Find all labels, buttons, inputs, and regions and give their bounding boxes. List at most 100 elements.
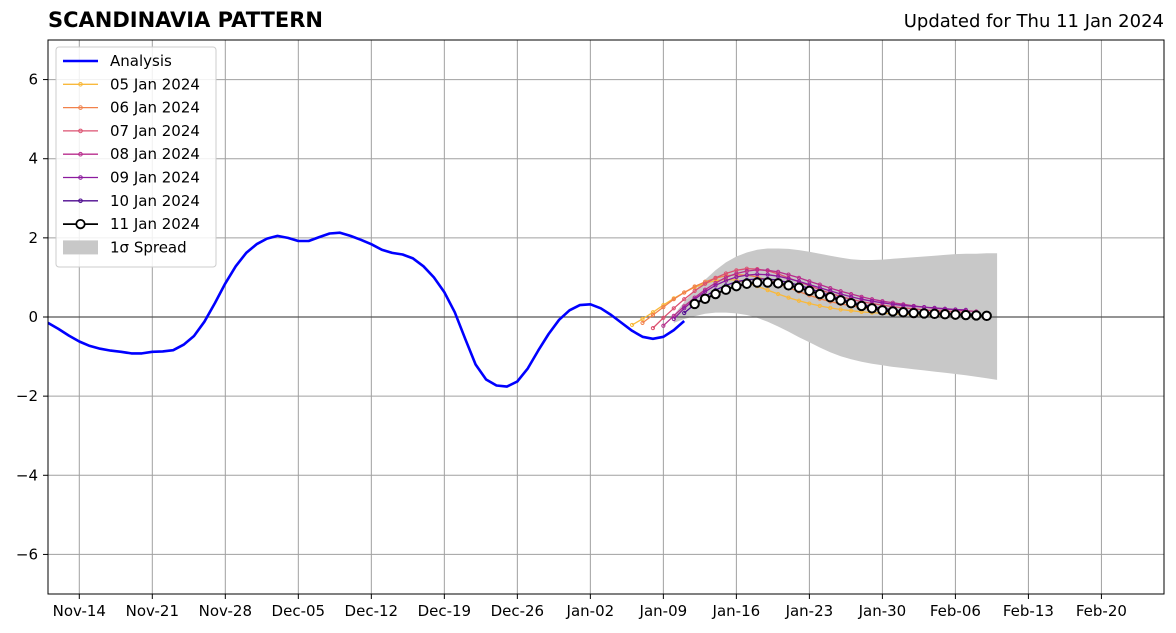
forecast-point <box>775 269 781 274</box>
forecast-point <box>775 291 781 297</box>
y-tick-label: 2 <box>28 229 38 247</box>
forecast-point <box>835 295 846 306</box>
y-tick-label: −2 <box>16 387 38 405</box>
legend-label: 06 Jan 2024 <box>110 99 200 117</box>
forecast-point <box>702 289 708 294</box>
chart-subtitle: Updated for Thu 11 Jan 2024 <box>903 11 1164 32</box>
forecast-point <box>775 274 781 279</box>
forecast-point <box>796 298 802 303</box>
legend: Analysis 05 Jan 2024 06 Jan 2024 07 Jan 202… <box>55 46 217 268</box>
forecast-point <box>755 267 760 273</box>
forecast-point <box>828 305 833 310</box>
x-tick-label: Jan-09 <box>639 602 688 620</box>
x-tick-label: Jan-02 <box>566 602 615 620</box>
forecast-point <box>692 288 697 293</box>
forecast-point <box>950 309 961 320</box>
x-tick-label: Feb-20 <box>1076 602 1127 620</box>
forecast-point <box>981 310 992 322</box>
forecast-point <box>908 307 919 319</box>
forecast-point <box>731 280 742 292</box>
legend-box <box>55 46 217 268</box>
legend-label: 10 Jan 2024 <box>110 192 200 210</box>
forecast-point <box>682 297 687 302</box>
forecast-point <box>723 278 729 283</box>
forecast-point <box>744 272 749 278</box>
forecast-point <box>817 303 822 309</box>
chart-title: SCANDINAVIA PATTERN <box>48 8 323 32</box>
forecast-point <box>661 323 666 328</box>
forecast-point <box>661 315 666 320</box>
forecast-series <box>689 277 992 322</box>
forecast-series <box>671 272 968 322</box>
x-tick-label: Nov-21 <box>126 602 179 620</box>
forecast-point <box>741 278 753 289</box>
forecast-point <box>825 292 836 303</box>
legend-item: 10 Jan 2024 <box>63 192 200 210</box>
forecast-point <box>898 307 909 318</box>
legend-label: Analysis <box>110 52 172 70</box>
forecast-point <box>856 300 867 312</box>
forecast-point <box>650 312 656 318</box>
forecast-point <box>807 301 812 306</box>
legend-label: 11 Jan 2024 <box>110 215 200 233</box>
forecast-point <box>755 272 760 277</box>
forecast-point <box>710 288 721 300</box>
forecast-point <box>692 284 697 289</box>
forecast-point <box>713 283 718 288</box>
forecast-point <box>629 322 635 328</box>
legend-label: 08 Jan 2024 <box>110 145 200 163</box>
y-tick-label: 4 <box>28 150 38 168</box>
forecast-point <box>713 275 718 280</box>
forecast-point <box>918 308 930 319</box>
plot-series <box>48 231 1164 388</box>
forecast-point <box>765 287 770 293</box>
legend-marker <box>78 175 83 180</box>
forecast-point <box>971 310 982 321</box>
x-tick-label: Jan-23 <box>785 602 834 620</box>
y-tick-label: −6 <box>16 545 38 563</box>
forecast-point <box>877 305 888 316</box>
legend-label: 05 Jan 2024 <box>110 75 200 93</box>
legend-item: 05 Jan 2024 <box>63 75 200 93</box>
legend-label: 1σ Spread <box>110 238 187 256</box>
legend-marker <box>75 219 86 230</box>
forecast-point <box>793 282 805 293</box>
legend-marker <box>78 198 83 204</box>
forecast-point <box>734 274 739 280</box>
legend-marker <box>78 105 83 110</box>
legend-label: 09 Jan 2024 <box>110 169 200 187</box>
forecast-point <box>814 288 826 300</box>
x-tick-label: Feb-06 <box>930 602 981 620</box>
x-tick-label: Dec-19 <box>418 602 472 620</box>
forecast-point <box>783 280 794 291</box>
legend-item: 09 Jan 2024 <box>63 169 200 187</box>
forecast-point <box>650 325 656 331</box>
forecast-point <box>866 303 878 314</box>
forecast-point <box>640 320 645 326</box>
forecast-point <box>849 308 854 313</box>
forecast-point <box>939 309 951 320</box>
forecast-point <box>682 306 687 311</box>
forecast-point <box>880 300 885 305</box>
forecast-point <box>682 290 687 295</box>
forecast-point <box>699 293 711 304</box>
forecast-point <box>671 306 676 311</box>
forecast-point <box>765 268 770 273</box>
forecast-point <box>786 272 791 277</box>
forecast-point <box>752 277 763 288</box>
y-tick-label: 6 <box>28 71 38 89</box>
x-tick-label: Jan-30 <box>858 602 907 620</box>
forecast-point <box>762 277 773 288</box>
forecast-point <box>720 284 732 295</box>
analysis-line <box>48 231 686 388</box>
gridlines <box>48 40 1164 594</box>
legend-marker <box>78 82 83 87</box>
legend-marker <box>78 128 83 134</box>
x-tick-label: Feb-13 <box>1003 602 1054 620</box>
x-tick-label: Nov-28 <box>199 602 252 620</box>
forecast-point <box>744 268 749 274</box>
legend-label: 07 Jan 2024 <box>110 122 200 140</box>
forecast-point <box>713 280 718 286</box>
